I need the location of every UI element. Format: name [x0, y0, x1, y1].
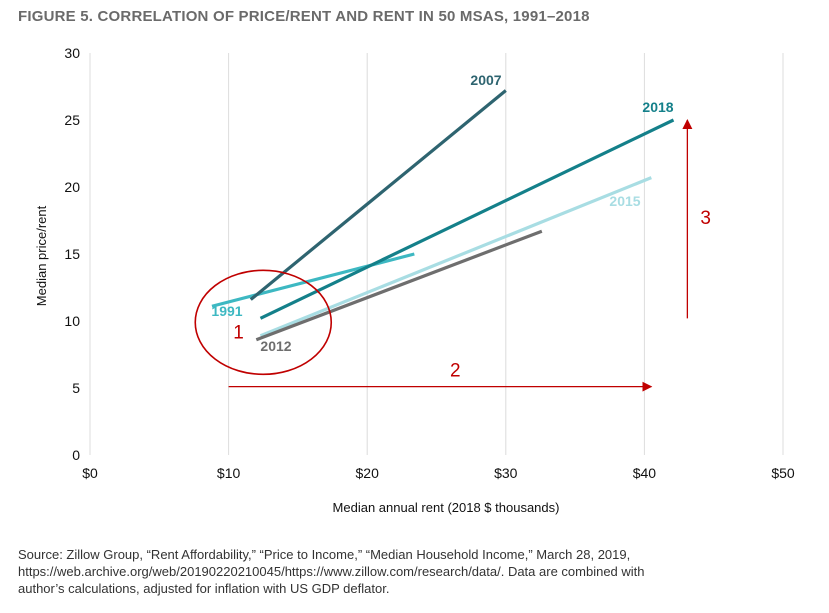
series-lines: 1991 2007 2018 2015 2012 [211, 72, 675, 354]
series-line-2012 [255, 229, 543, 342]
annotation-label: 2 [450, 361, 461, 382]
annotation-label: 1 [233, 322, 244, 343]
series-label-2018: 2018 [642, 99, 673, 115]
source-line: author’s calculations, adjusted for infl… [18, 581, 390, 596]
source-line: Source: Zillow Group, “Rent Affordabilit… [18, 547, 631, 562]
y-tick-label: 15 [64, 246, 80, 262]
annotations: 1 2 3 [194, 119, 711, 392]
y-tick-label: 20 [64, 179, 80, 195]
series-label-2007: 2007 [470, 72, 501, 88]
y-tick-label: 10 [64, 313, 80, 329]
y-tick-label: 0 [72, 447, 80, 463]
annotation-label: 3 [700, 208, 711, 229]
x-tick-label: $30 [494, 465, 518, 481]
series-line-2018 [259, 118, 675, 320]
x-tick-label: $40 [633, 465, 657, 481]
y-tick-label: 25 [64, 112, 80, 128]
y-axis-label: Median price/rent [34, 205, 49, 306]
source-line: https://web.archive.org/web/201902202100… [18, 564, 645, 579]
y-axis-ticks: 0 5 10 15 20 25 30 [64, 45, 80, 463]
source-note: Source: Zillow Group, “Rent Affordabilit… [18, 546, 818, 597]
figure-title: FIGURE 5. CORRELATION OF PRICE/RENT AND … [18, 8, 590, 25]
x-tick-label: $10 [217, 465, 241, 481]
grid-lines [89, 53, 784, 455]
x-tick-label: $20 [356, 465, 380, 481]
series-label-2012: 2012 [260, 338, 291, 354]
x-axis-ticks: $0 $10 $20 $30 $40 $50 [82, 465, 795, 481]
series-line-1991 [211, 252, 415, 308]
y-tick-label: 30 [64, 45, 80, 61]
series-line-2007 [249, 89, 507, 301]
x-tick-label: $0 [82, 465, 98, 481]
x-axis-label: Median annual rent (2018 $ thousands) [333, 500, 560, 515]
series-label-1991: 1991 [211, 303, 242, 319]
x-tick-label: $50 [771, 465, 795, 481]
annotation-circle [194, 269, 333, 376]
series-line-2015 [259, 176, 652, 338]
series-label-2015: 2015 [609, 193, 640, 209]
y-tick-label: 5 [72, 380, 80, 396]
